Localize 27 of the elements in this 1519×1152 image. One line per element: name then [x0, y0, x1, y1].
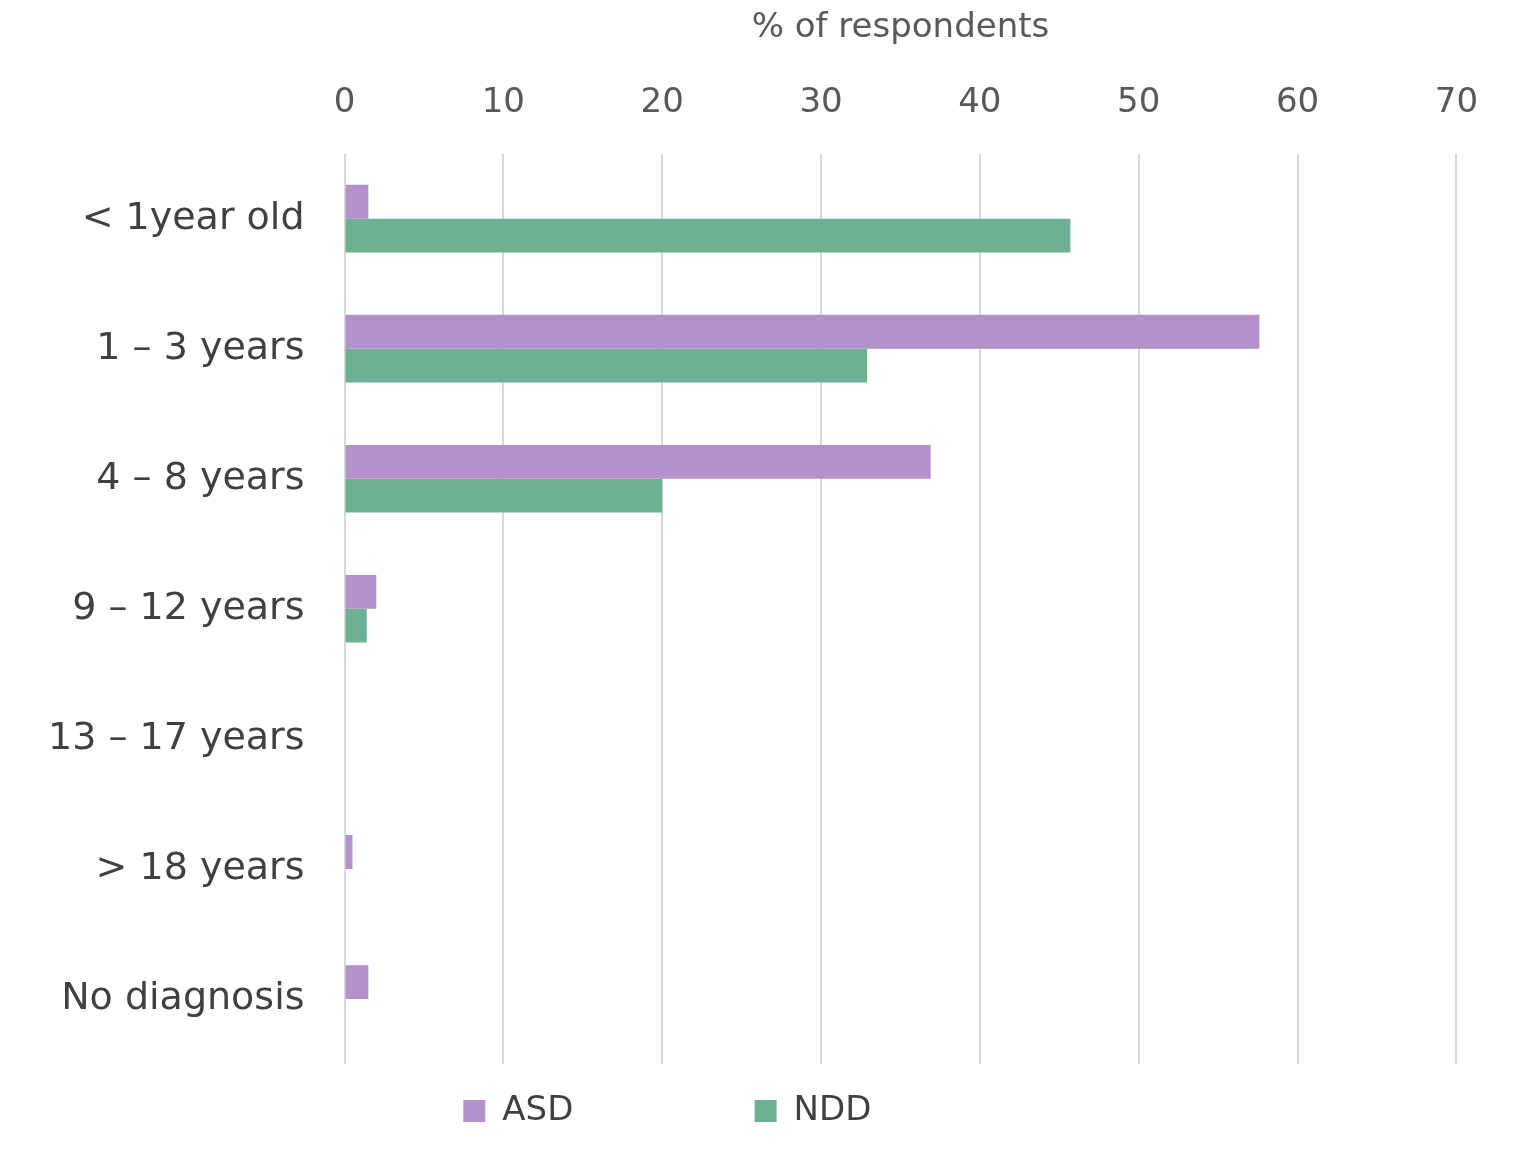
x-tick-label: 50 — [1117, 80, 1161, 121]
bar — [345, 444, 931, 479]
x-tick-label: 0 — [333, 80, 356, 121]
x-tick-label: 10 — [481, 80, 525, 121]
x-tick-label: 20 — [640, 80, 684, 121]
x-tick-label: 60 — [1275, 80, 1320, 121]
bar — [345, 184, 369, 219]
y-tick-label: 1 – 3 years — [96, 323, 305, 368]
x-tick-label: 30 — [799, 80, 843, 121]
y-tick-label: No diagnosis — [61, 973, 305, 1018]
bar — [345, 348, 868, 383]
y-tick-label: 4 – 8 years — [96, 453, 305, 498]
legend-label: ASD — [502, 1087, 725, 1128]
x-axis-title: % of respondents — [751, 5, 1050, 46]
bar — [345, 218, 1071, 253]
legend-label: NDD — [793, 1087, 1023, 1128]
bar — [345, 965, 369, 999]
y-tick-label: 9 – 12 years — [72, 583, 305, 628]
x-tick-label: 70 — [1434, 80, 1478, 121]
bar — [345, 478, 663, 513]
bar — [345, 608, 367, 643]
bar — [345, 574, 377, 609]
y-tick-label: > 18 years — [95, 843, 305, 888]
bar — [345, 314, 1260, 349]
y-tick-label: < 1year old — [81, 193, 305, 238]
x-tick-label: 40 — [958, 80, 1002, 121]
y-tick-label: 13 – 17 years — [47, 713, 305, 758]
